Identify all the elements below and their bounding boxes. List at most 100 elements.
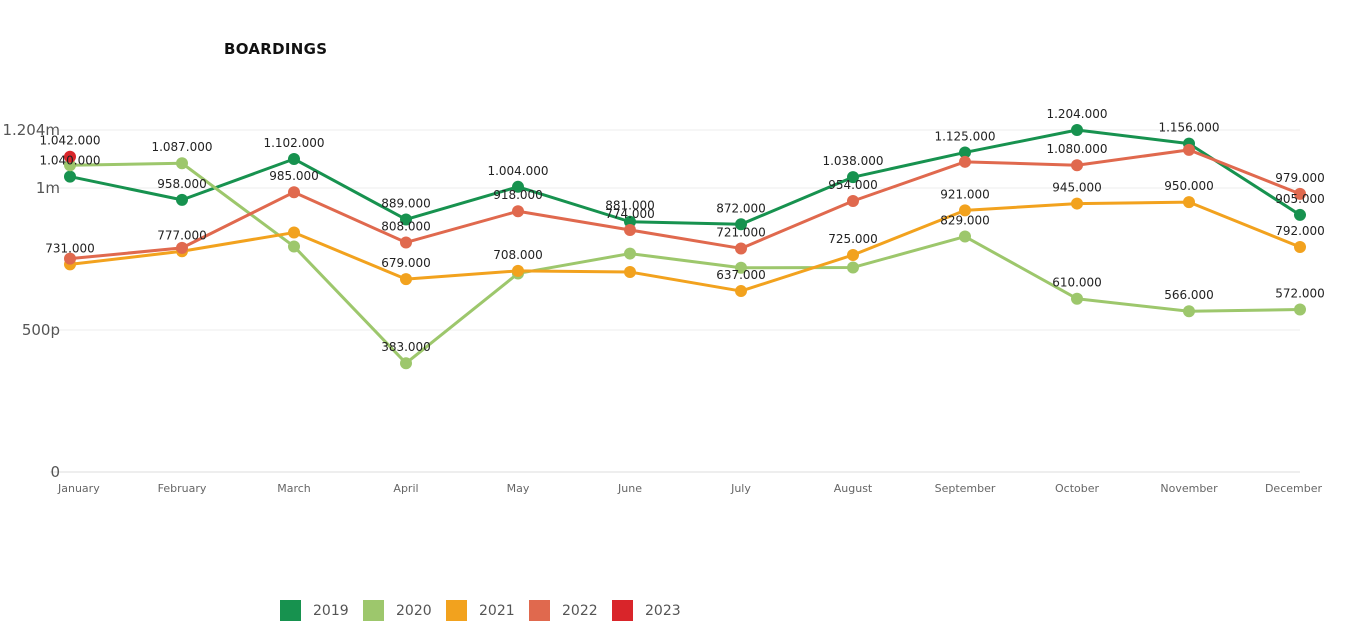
legend: 2019 2020 2021 2022 2023	[280, 600, 695, 621]
series-2020	[64, 157, 1306, 370]
data-point[interactable]	[64, 252, 76, 265]
data-label: 777.000	[157, 228, 207, 242]
data-point[interactable]	[624, 223, 636, 236]
x-tick-label: May	[507, 482, 530, 495]
x-tick-label: July	[730, 482, 751, 495]
data-label: 566.000	[1164, 288, 1214, 302]
data-label: 721.000	[716, 225, 766, 239]
data-point[interactable]	[735, 261, 747, 274]
data-point[interactable]	[400, 357, 412, 370]
series-2019	[64, 124, 1306, 231]
data-point[interactable]	[176, 193, 188, 206]
data-label: 881.000	[605, 199, 655, 213]
legend-item-2019[interactable]: 2019	[280, 600, 363, 621]
data-label: 958.000	[157, 177, 207, 191]
data-point[interactable]	[624, 266, 636, 279]
legend-item-2022[interactable]: 2022	[529, 600, 612, 621]
data-point[interactable]	[288, 152, 300, 165]
data-point[interactable]	[1183, 305, 1195, 318]
data-point[interactable]	[847, 171, 859, 184]
data-point[interactable]	[64, 159, 76, 172]
data-point[interactable]	[735, 218, 747, 231]
data-point[interactable]	[959, 230, 971, 243]
data-point[interactable]	[400, 273, 412, 286]
data-point[interactable]	[1294, 303, 1306, 316]
data-point[interactable]	[400, 213, 412, 226]
data-label: 1.040.000	[39, 154, 100, 168]
series-2021	[64, 196, 1306, 298]
chart-title: BOARDINGS	[224, 40, 328, 58]
data-point[interactable]	[959, 146, 971, 159]
y-axis-ticks: 0 500p 1m 1.204m	[2, 121, 60, 481]
legend-item-2020[interactable]: 2020	[363, 600, 446, 621]
data-point[interactable]	[1294, 187, 1306, 200]
y-tick-label: 1m	[36, 179, 60, 197]
data-point[interactable]	[288, 226, 300, 239]
legend-swatch	[280, 600, 301, 621]
series-line	[69, 200, 1301, 293]
data-point[interactable]	[1071, 159, 1083, 172]
x-tick-label: January	[57, 482, 100, 495]
data-point[interactable]	[624, 215, 636, 228]
data-point[interactable]	[176, 241, 188, 254]
series-2023	[64, 150, 76, 163]
series-line	[69, 161, 1301, 365]
legend-label: 2021	[479, 602, 515, 619]
data-point[interactable]	[400, 236, 412, 249]
data-point[interactable]	[288, 186, 300, 199]
data-label: 731.000	[45, 241, 95, 255]
series-lines	[64, 124, 1306, 370]
data-label: 889.000	[381, 196, 431, 210]
data-point[interactable]	[847, 248, 859, 261]
data-point[interactable]	[847, 195, 859, 208]
legend-item-2021[interactable]: 2021	[446, 600, 529, 621]
x-tick-label: March	[277, 482, 311, 495]
series-2022	[64, 143, 1306, 265]
data-label: 725.000	[828, 232, 878, 246]
legend-swatch	[363, 600, 384, 621]
data-point[interactable]	[1071, 292, 1083, 305]
data-label: 1.038.000	[822, 154, 883, 168]
data-point[interactable]	[1071, 124, 1083, 136]
legend-label: 2023	[645, 602, 681, 619]
data-label: 950.000	[1164, 179, 1214, 193]
data-label: 679.000	[381, 256, 431, 270]
data-label: 1.042.000	[39, 134, 100, 148]
data-label: 985.000	[269, 169, 319, 183]
data-label: 979.000	[1275, 171, 1325, 185]
data-point[interactable]	[512, 205, 524, 218]
data-point[interactable]	[176, 157, 188, 170]
data-point[interactable]	[735, 285, 747, 298]
legend-swatch	[446, 600, 467, 621]
data-point[interactable]	[1294, 241, 1306, 254]
data-point[interactable]	[64, 170, 76, 183]
data-point[interactable]	[1294, 208, 1306, 221]
data-label: 610.000	[1052, 276, 1102, 290]
data-label: 708.000	[493, 248, 543, 262]
data-label: 1.102.000	[263, 136, 324, 150]
data-point[interactable]	[512, 180, 524, 193]
data-point[interactable]	[1071, 197, 1083, 210]
data-point[interactable]	[959, 155, 971, 168]
data-point[interactable]	[847, 261, 859, 274]
legend-item-2023[interactable]: 2023	[612, 600, 695, 621]
data-point[interactable]	[959, 204, 971, 217]
data-point[interactable]	[288, 240, 300, 253]
data-label: 954.000	[828, 178, 878, 192]
data-labels: 1.040.000 958.000 1.102.000 889.000 1.004.00…	[39, 107, 1324, 354]
data-point[interactable]	[1183, 143, 1195, 156]
y-tick-label: 500p	[22, 321, 60, 339]
data-point[interactable]	[1183, 196, 1195, 209]
x-tick-label: December	[1265, 482, 1323, 495]
data-label: 383.000	[381, 340, 431, 354]
data-point[interactable]	[624, 247, 636, 260]
data-label: 921.000	[940, 187, 990, 201]
data-point[interactable]	[64, 150, 76, 163]
x-tick-label: June	[617, 482, 642, 495]
data-label: 1.156.000	[1158, 121, 1219, 135]
data-label: 918.000	[493, 188, 543, 202]
legend-swatch	[612, 600, 633, 621]
data-point[interactable]	[512, 264, 524, 277]
x-tick-label: August	[834, 482, 873, 495]
data-point[interactable]	[735, 242, 747, 255]
